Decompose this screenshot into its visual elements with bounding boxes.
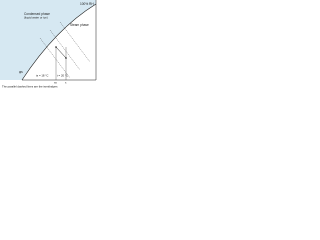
isenthalpe: [49, 29, 81, 71]
diagram: 100% RH Condensed phase (liquid water or…: [0, 0, 100, 90]
process-line: [55, 46, 67, 59]
steam-label: Steam phase: [70, 23, 89, 27]
saturation-curve: [21, 3, 97, 81]
isenthalpe: [59, 21, 91, 63]
caption: The parallel dashed lines are the isenth…: [2, 85, 58, 89]
x-label: x: [65, 81, 67, 85]
condensed-region: [0, 0, 96, 80]
condensed-label: (liquid water or ice): [24, 16, 48, 20]
rh-label: 100% RH: [80, 2, 94, 6]
saturation-point: [55, 46, 57, 48]
phi-label: φs: [19, 70, 23, 74]
ts-label: ts = 18 °C: [36, 74, 48, 78]
t-label: t = 20 °C: [57, 74, 68, 78]
xs-label: xs: [54, 81, 57, 85]
isenthalpe: [39, 37, 71, 79]
condensed-label: Condensed phase: [24, 12, 50, 16]
state-point: [65, 57, 67, 59]
isenthalpes: [39, 21, 91, 79]
